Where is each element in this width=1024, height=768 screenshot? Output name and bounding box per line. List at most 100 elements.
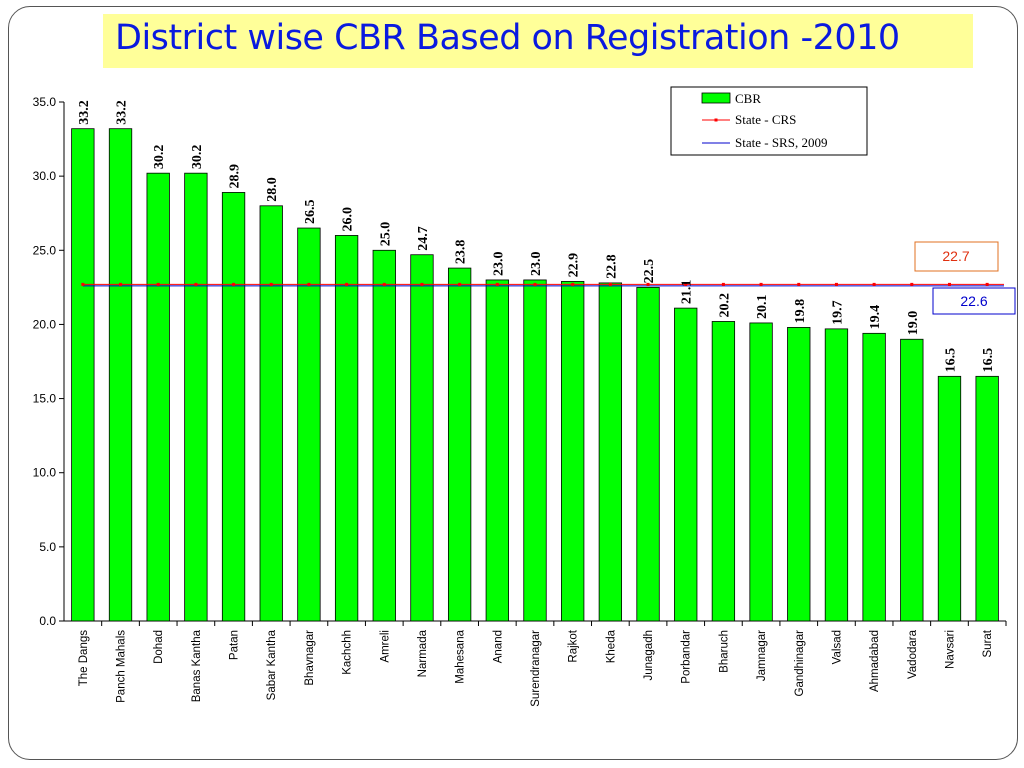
legend-swatch-cbr	[701, 92, 731, 104]
bar	[71, 128, 95, 622]
state-crs-marker	[495, 282, 499, 286]
bar-value-label: 16.5	[943, 348, 958, 373]
category-label: Anand	[492, 630, 504, 663]
category-label: The Dangs	[78, 630, 90, 687]
bar-value-label: 33.2	[115, 100, 130, 125]
state-crs-marker	[232, 282, 236, 286]
category-label: Ahmadabad	[869, 630, 881, 692]
state-crs-marker	[382, 282, 386, 286]
bar-value-label: 28.9	[228, 164, 243, 189]
crs-value-label: 22.7	[942, 248, 969, 264]
bar	[561, 281, 585, 622]
state-crs-marker	[345, 282, 349, 286]
bar-value-label: 20.2	[717, 293, 732, 318]
category-label: Surat	[982, 629, 994, 657]
state-crs-marker	[81, 282, 85, 286]
legend-marker-crs	[714, 118, 718, 122]
bar-value-label: 28.0	[265, 177, 280, 202]
bar	[523, 279, 547, 622]
bar-value-label: 21.1	[680, 280, 695, 305]
bar-value-label: 19.8	[793, 299, 808, 324]
bar	[674, 307, 698, 622]
bar	[900, 338, 924, 622]
bar	[410, 254, 434, 622]
state-crs-marker	[420, 282, 424, 286]
bar	[184, 172, 208, 622]
bar	[108, 128, 133, 622]
category-label: Narmada	[417, 629, 429, 677]
bar	[485, 279, 509, 622]
bar	[221, 192, 246, 622]
bar-value-label: 20.1	[755, 294, 770, 319]
category-label: Kheda	[605, 629, 617, 663]
state-crs-marker	[608, 282, 612, 286]
category-label: Panch Mahals	[116, 630, 128, 703]
category-label: Jamnagar	[756, 630, 768, 681]
bar-value-label: 25.0	[378, 222, 393, 247]
y-tick-label: 10.0	[33, 466, 57, 480]
y-tick-label: 5.0	[39, 540, 56, 554]
bar-value-label: 22.9	[567, 253, 582, 278]
bar-value-label: 19.0	[906, 311, 921, 336]
bar-value-label: 26.0	[341, 207, 356, 232]
state-crs-marker	[797, 282, 801, 286]
category-label: Porbandar	[681, 630, 693, 684]
bar-value-label: 23.0	[491, 251, 506, 276]
category-label: Surendranagar	[530, 630, 542, 707]
bar-value-label: 30.2	[190, 145, 205, 170]
bar-value-label: 23.8	[454, 240, 469, 265]
legend-label-cbr: CBR	[735, 91, 761, 106]
bar	[749, 322, 773, 622]
bar-value-label: 23.0	[529, 251, 544, 276]
bar	[862, 332, 886, 622]
bar	[787, 326, 811, 622]
category-label: Navsari	[944, 630, 956, 669]
category-label: Bhavnagar	[304, 630, 316, 686]
category-label: Mahesana	[455, 629, 467, 683]
title-banner: District wise CBR Based on Registration …	[103, 14, 973, 68]
category-label: Junagadh	[643, 630, 655, 681]
state-crs-marker	[571, 282, 575, 286]
bar-value-label: 19.4	[868, 305, 883, 330]
state-crs-marker	[307, 282, 311, 286]
category-label: Amreli	[379, 630, 391, 663]
category-label: Dohad	[153, 630, 165, 664]
state-crs-marker	[646, 282, 650, 286]
y-tick-label: 35.0	[33, 95, 57, 109]
bar	[636, 286, 660, 622]
y-tick-label: 15.0	[33, 392, 57, 406]
crs-value-box	[914, 241, 999, 272]
state-crs-marker	[985, 282, 989, 286]
bar-value-label: 22.8	[604, 254, 619, 279]
bar	[259, 205, 283, 622]
bar-value-label: 26.5	[303, 200, 318, 225]
category-label: Sabar Kantha	[266, 629, 278, 700]
bar	[372, 249, 396, 622]
bar-value-label: 33.2	[77, 100, 92, 125]
category-label: Kachchh	[342, 630, 354, 675]
srs-value-label: 22.6	[960, 293, 987, 309]
bar-value-label: 30.2	[152, 145, 167, 170]
category-label: Banas Kantha	[191, 629, 203, 702]
bar	[447, 267, 472, 622]
bar	[975, 375, 999, 622]
bar	[297, 227, 321, 622]
state-crs-marker	[947, 282, 951, 286]
state-crs-marker	[533, 282, 537, 286]
state-crs-marker	[834, 282, 838, 286]
y-tick-label: 30.0	[33, 169, 57, 183]
state-crs-marker	[759, 282, 763, 286]
slide-title: District wise CBR Based on Registration …	[115, 18, 900, 58]
category-label: Gandhinagar	[794, 630, 806, 697]
state-crs-marker	[721, 282, 725, 286]
y-tick-label: 0.0	[39, 614, 56, 628]
srs-value-box	[932, 287, 1016, 315]
y-tick-label: 20.0	[33, 317, 57, 331]
category-label: Patan	[229, 630, 241, 660]
state-crs-marker	[910, 282, 914, 286]
state-crs-marker	[458, 282, 462, 286]
bar	[937, 375, 962, 622]
bar	[146, 172, 170, 622]
bar	[598, 282, 623, 622]
